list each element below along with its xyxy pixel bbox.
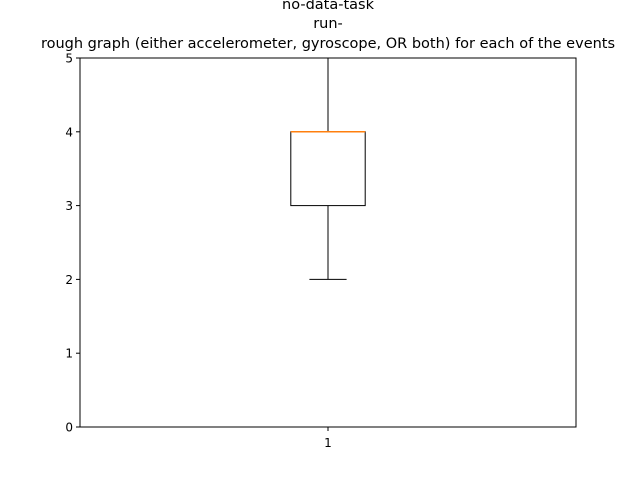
title-line-3: rough graph (either accelerometer, gyros…: [41, 36, 615, 52]
y-tick-label: 3: [65, 199, 73, 213]
y-axis: 0 1 2 3 4 5: [65, 52, 80, 435]
y-tick-label: 4: [65, 125, 73, 139]
chart-title: no-data-task run- rough graph (either ac…: [41, 0, 615, 52]
y-tick-label: 0: [65, 421, 73, 435]
title-line-2: run-: [313, 16, 343, 32]
y-tick-label: 5: [65, 52, 73, 66]
x-axis: 1: [324, 427, 332, 450]
box-item: [290, 57, 366, 280]
box-series: [290, 57, 366, 280]
y-tick-label: 2: [65, 273, 73, 287]
title-line-1: no-data-task: [282, 0, 375, 13]
x-tick-label: 1: [324, 436, 332, 450]
y-tick-label: 1: [65, 347, 73, 361]
